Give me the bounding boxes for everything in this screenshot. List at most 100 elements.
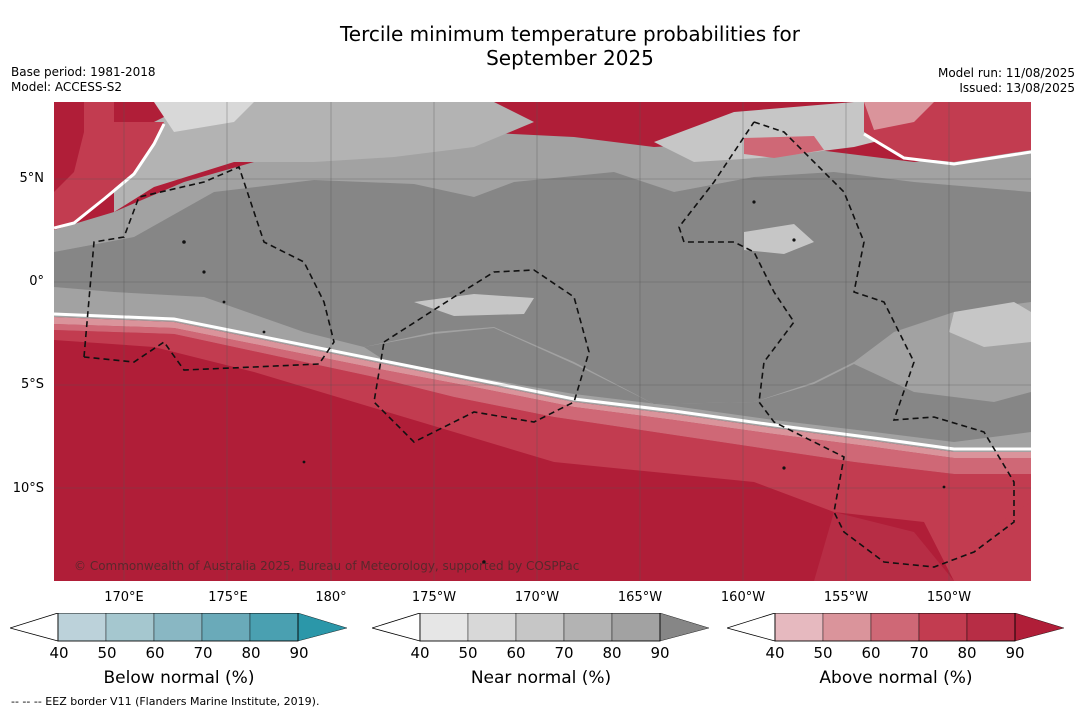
tick-near-80: 80 (602, 644, 622, 662)
red-patch-lower-right (814, 512, 954, 581)
island (222, 300, 226, 304)
colorbar-above-frame (774, 613, 1016, 642)
colorbar-below-swatch-5 (249, 613, 299, 642)
tick-above-80: 80 (957, 644, 977, 662)
colorbar-above-swatch-3 (870, 613, 920, 642)
gridlines (54, 102, 1031, 581)
colorbar-below-title: Below normal (%) (103, 668, 255, 688)
colorbar-above (727, 613, 1067, 643)
colorbar-below-swatch-2 (105, 613, 155, 642)
lon-label-175e: 175°E (208, 590, 248, 605)
tick-near-50: 50 (458, 644, 478, 662)
colorbar-near-swatch-4 (563, 613, 613, 642)
colorbar-below-extend-high (297, 613, 348, 642)
base-period: Base period: 1981-2018 (11, 65, 156, 79)
island (182, 240, 186, 244)
near-normal-dark-south (364, 328, 1031, 442)
tick-near-90: 90 (650, 644, 670, 662)
colorbar-near-swatch-5 (611, 613, 661, 642)
red-patch-southeast (984, 502, 1031, 581)
category-boundary-northeast (863, 132, 1032, 166)
tick-below-40: 40 (49, 644, 69, 662)
category-boundary-south (53, 312, 1031, 451)
tick-below-90: 90 (289, 644, 309, 662)
tick-above-50: 50 (813, 644, 833, 662)
eez-border-east (678, 121, 1015, 568)
colorbar-near-extend-low (372, 613, 421, 642)
issued-date: Issued: 13/08/2025 (959, 81, 1075, 95)
colorbar-near-swatch-3 (515, 613, 565, 642)
colorbar-near (372, 613, 712, 643)
colorbar-below-swatch-4 (201, 613, 251, 642)
lat-label-10s: 10°S (12, 481, 44, 496)
colorbar-above-extend-high (1014, 613, 1065, 642)
meta-left: Base period: 1981-2018 Model: ACCESS-S2 (11, 65, 156, 95)
colorbar-below-extend-low (10, 613, 59, 642)
colorbar-below-svg (10, 613, 348, 642)
near-normal-light-patch (744, 224, 814, 254)
colorbar-near-frame (419, 613, 661, 642)
tick-below-70: 70 (193, 644, 213, 662)
colorbar-below-swatch-1 (57, 613, 107, 642)
colorbar-below (10, 613, 350, 643)
meta-right: Model run: 11/08/2025 Issued: 13/08/2025 (938, 66, 1075, 96)
tick-above-60: 60 (861, 644, 881, 662)
near-normal-light-center (414, 294, 534, 316)
colorbar-above-title: Above normal (%) (819, 668, 973, 688)
lat-label-5n: 5°N (19, 171, 45, 186)
lat-label-5s: 5°S (20, 377, 44, 392)
near-normal-pale-north (154, 102, 254, 132)
red-patch-northwest-core (54, 102, 84, 192)
island (792, 238, 796, 242)
eez-border-center (373, 269, 590, 443)
island (302, 460, 306, 464)
red-band-light-south (54, 324, 1031, 474)
lon-label-175w: 175°W (411, 590, 457, 605)
eez-border-west (83, 165, 335, 371)
island (782, 466, 786, 470)
tick-below-80: 80 (241, 644, 261, 662)
lon-label-165w: 165°W (617, 590, 663, 605)
colorbar-above-swatch-2 (822, 613, 872, 642)
colorbar-below-swatch-3 (153, 613, 203, 642)
colorbar-near-swatch-1 (419, 613, 469, 642)
red-band-pale-south (54, 317, 1031, 458)
lon-label-170w: 170°W (514, 590, 560, 605)
colorbar-above-swatch-1 (774, 613, 824, 642)
colorbar-near-swatch-2 (467, 613, 517, 642)
colorbar-above-svg (727, 613, 1065, 642)
colorbar-above-swatch-4 (918, 613, 968, 642)
near-normal-light-east (949, 302, 1031, 347)
tick-above-90: 90 (1005, 644, 1025, 662)
model-name: Model: ACCESS-S2 (11, 80, 123, 94)
lat-label-0: 0° (29, 274, 44, 289)
islands (182, 200, 946, 564)
tick-above-40: 40 (765, 644, 785, 662)
lon-label-150w: 150°W (926, 590, 972, 605)
tick-below-60: 60 (145, 644, 165, 662)
island (202, 270, 206, 274)
red-patch-northeast-pale (864, 102, 934, 130)
island (752, 200, 756, 204)
tick-near-40: 40 (410, 644, 430, 662)
near-normal-light-north (114, 102, 534, 212)
tick-below-50: 50 (97, 644, 117, 662)
category-boundary-northwest (53, 123, 166, 230)
map-svg (53, 102, 1032, 581)
lon-label-180: 180° (315, 590, 347, 605)
colorbar-above-extend-low (727, 613, 776, 642)
eez-borders (83, 121, 1015, 568)
near-normal-light-ne (654, 102, 924, 162)
tick-above-70: 70 (909, 644, 929, 662)
colorbar-below-frame (57, 613, 299, 642)
colorbar-near-svg (372, 613, 710, 642)
lon-label-160w: 160°W (720, 590, 766, 605)
copyright-text: © Commonwealth of Australia 2025, Bureau… (74, 559, 580, 573)
colorbar-near-title: Near normal (%) (470, 668, 612, 688)
island (942, 485, 946, 489)
lon-label-170e: 170°E (104, 590, 144, 605)
colorbar-near-extend-high (659, 613, 710, 642)
lon-label-155w: 155°W (823, 590, 869, 605)
red-band-mid-south (54, 330, 1031, 581)
island (262, 330, 266, 334)
